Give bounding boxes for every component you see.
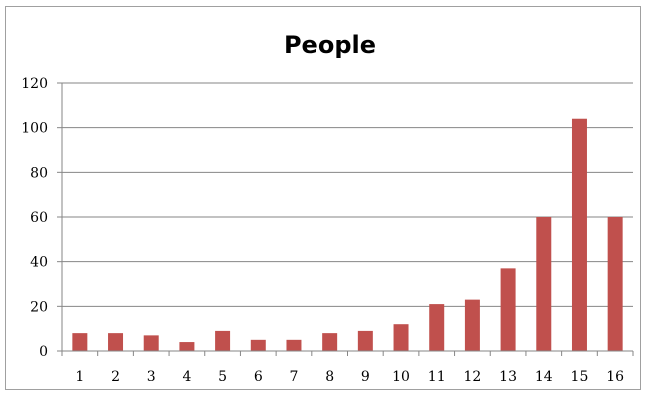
bars bbox=[72, 118, 623, 351]
bar-11 bbox=[429, 304, 445, 351]
bar-6 bbox=[250, 339, 266, 351]
y-tick-label: 60 bbox=[30, 210, 48, 226]
x-tick-label: 16 bbox=[606, 369, 624, 385]
x-tick-label: 1 bbox=[75, 369, 84, 385]
bar-2 bbox=[108, 333, 124, 351]
x-tick-label: 11 bbox=[428, 369, 446, 385]
bar-3 bbox=[143, 335, 159, 351]
chart-frame bbox=[5, 6, 641, 390]
bar-16 bbox=[607, 217, 623, 351]
chart-title: People bbox=[284, 31, 376, 59]
y-tick-label: 120 bbox=[21, 76, 48, 92]
x-tick-label: 5 bbox=[218, 369, 227, 385]
x-tick-label: 4 bbox=[182, 369, 191, 385]
bar-8 bbox=[322, 333, 338, 351]
x-tick-label: 13 bbox=[499, 369, 517, 385]
bar-4 bbox=[179, 342, 195, 351]
bar-7 bbox=[286, 339, 302, 351]
y-tick-label: 100 bbox=[21, 121, 48, 137]
bar-9 bbox=[357, 330, 373, 351]
x-tick-label: 8 bbox=[325, 369, 334, 385]
x-tick-label: 2 bbox=[111, 369, 120, 385]
y-tick-label: 80 bbox=[30, 165, 48, 181]
bar-15 bbox=[571, 118, 587, 351]
x-tick-label: 15 bbox=[571, 369, 589, 385]
x-tick-label: 7 bbox=[290, 369, 299, 385]
x-tick-label: 6 bbox=[254, 369, 263, 385]
bar-13 bbox=[500, 268, 516, 351]
x-tick-label: 9 bbox=[361, 369, 370, 385]
bar-1 bbox=[72, 333, 88, 351]
y-tick-label: 20 bbox=[30, 299, 48, 315]
x-tick-label: 12 bbox=[463, 369, 481, 385]
y-axis-ticks: 0 20 40 60 80 100 120 bbox=[21, 76, 62, 360]
x-tick-label: 3 bbox=[147, 369, 156, 385]
x-tick-label: 14 bbox=[535, 369, 553, 385]
y-tick-label: 0 bbox=[39, 344, 48, 360]
y-tick-label: 40 bbox=[30, 255, 48, 271]
bar-10 bbox=[393, 324, 409, 351]
bar-14 bbox=[536, 217, 552, 351]
x-tick-label: 10 bbox=[392, 369, 410, 385]
bar-12 bbox=[464, 299, 480, 351]
bar-5 bbox=[215, 330, 231, 351]
x-axis-ticks: 1 2 3 4 5 6 7 8 9 10 11 12 13 14 15 16 bbox=[61, 351, 634, 385]
